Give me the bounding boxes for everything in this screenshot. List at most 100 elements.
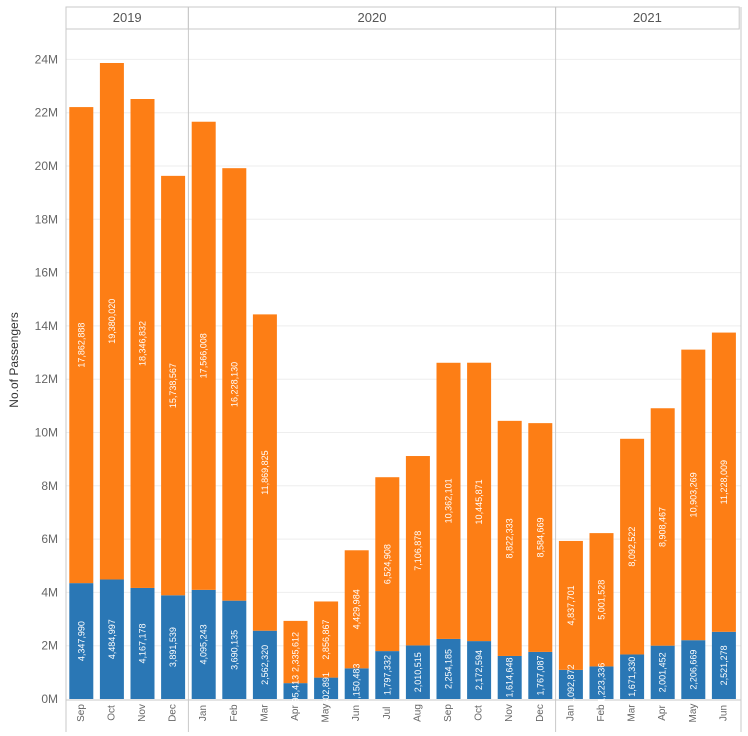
bar-label-orange: 6,524,908 xyxy=(382,544,392,584)
bar-orange xyxy=(620,438,645,655)
year-label: 2020 xyxy=(358,10,387,25)
bar-label-orange: 15,738,567 xyxy=(168,363,178,408)
y-tick-label: 16M xyxy=(35,266,58,280)
bar-orange xyxy=(558,540,583,670)
bar-blue xyxy=(558,669,583,699)
bar-blue xyxy=(681,640,706,699)
bar-orange xyxy=(191,121,216,590)
bar-orange xyxy=(711,332,736,632)
x-tick-label: May xyxy=(321,704,332,723)
bar-label-blue: 3,690,135 xyxy=(229,630,239,670)
x-tick-label: Mar xyxy=(627,704,638,722)
bar-blue xyxy=(314,677,339,699)
bar-blue xyxy=(69,583,94,699)
bar-blue xyxy=(222,600,247,699)
bar-label-blue: 4,484,997 xyxy=(107,619,117,659)
x-tick-label: Sep xyxy=(443,704,454,722)
bar-label-orange: 4,429,984 xyxy=(352,589,362,629)
bar-label-blue: 2,521,278 xyxy=(719,645,729,685)
bar-blue xyxy=(252,630,277,699)
bar-blue xyxy=(620,654,645,699)
bar-blue xyxy=(528,651,553,699)
bar-orange xyxy=(69,107,94,584)
y-axis: 0M 2M 4M 6M 8M 10M 12M 14M 16M 18M 20M 22M 24M xyxy=(35,52,58,706)
bar-label-orange: 8,822,333 xyxy=(505,518,515,558)
bar-label-blue: 2,562,320 xyxy=(260,645,270,685)
bar-orange xyxy=(650,408,675,646)
bar-blue xyxy=(467,641,492,699)
year-label: 2019 xyxy=(113,10,142,25)
bars: 4,347,990 17,862,888 4,484,997 19,380,020 4,… xyxy=(69,62,736,708)
bar-blue xyxy=(344,668,369,699)
bar-label-blue: 595,413 xyxy=(291,675,301,708)
bar-label-orange: 18,346,832 xyxy=(138,321,148,366)
year-panels: 2019 2020 2021 xyxy=(65,6,742,732)
bar-orange xyxy=(528,423,553,652)
x-tick-label: Dec xyxy=(168,704,179,722)
bar-blue xyxy=(99,579,124,699)
bar-label-orange: 16,228,130 xyxy=(229,362,239,407)
bar-orange xyxy=(99,62,124,580)
bar-orange xyxy=(436,362,461,639)
bar-blue xyxy=(405,645,430,699)
bar-orange xyxy=(589,533,614,667)
x-tick-label: Apr xyxy=(290,705,301,721)
bar-label-blue: 1,150,483 xyxy=(352,664,362,704)
x-tick-label: Mar xyxy=(259,704,270,722)
x-tick-label: Feb xyxy=(229,704,240,722)
bar-blue xyxy=(436,638,461,699)
bar-label-orange: 17,862,888 xyxy=(76,323,86,368)
bar-label-orange: 11,228,009 xyxy=(719,460,729,504)
bar-orange xyxy=(314,601,339,678)
bar-label-blue: 1,797,332 xyxy=(382,655,392,695)
bar-label-orange: 10,445,871 xyxy=(474,479,484,524)
y-tick-label: 18M xyxy=(35,212,58,226)
x-tick-label: May xyxy=(688,704,699,723)
bar-label-blue: 2,001,452 xyxy=(658,652,668,692)
bar-label-blue: 4,167,178 xyxy=(138,623,148,663)
bar-label-orange: 8,584,669 xyxy=(535,517,545,557)
bar-label-orange: 8,092,522 xyxy=(627,527,637,567)
bar-blue xyxy=(283,683,308,699)
x-tick-label: Aug xyxy=(412,704,423,722)
bar-label-blue: 2,172,594 xyxy=(474,650,484,690)
y-tick-label: 14M xyxy=(35,319,58,333)
x-tick-label: Nov xyxy=(137,704,148,722)
y-tick-label: 24M xyxy=(35,52,58,66)
bar-label-orange: 11,869,825 xyxy=(260,450,270,494)
bar-orange xyxy=(344,550,369,669)
x-axis: Sep Oct Nov Dec Jan Feb Mar Apr May Jun Jul Aug Sep O… xyxy=(76,704,730,723)
bar-label-orange: 8,908,467 xyxy=(658,507,668,547)
bar-label-blue: 4,347,990 xyxy=(76,621,86,661)
bar-orange xyxy=(375,477,400,652)
bar-label-orange: 19,380,020 xyxy=(107,299,117,344)
bar-blue xyxy=(191,589,216,699)
bar-label-blue: 1,092,872 xyxy=(566,664,576,704)
x-tick-label: Sep xyxy=(76,704,87,722)
bar-label-orange: 7,106,878 xyxy=(413,531,423,571)
y-tick-label: 8M xyxy=(41,479,58,493)
x-tick-label: Feb xyxy=(596,704,607,722)
bar-orange xyxy=(222,168,247,601)
y-tick-label: 2M xyxy=(41,639,58,653)
x-tick-label: Oct xyxy=(474,705,485,721)
bar-label-orange: 5,001,528 xyxy=(597,580,607,620)
bar-label-blue: 1,767,087 xyxy=(535,655,545,695)
bar-blue xyxy=(375,651,400,699)
bar-orange xyxy=(405,456,430,646)
year-label: 2021 xyxy=(633,10,662,25)
y-tick-label: 10M xyxy=(35,426,58,440)
bar-label-blue: 2,010,515 xyxy=(413,652,423,692)
bar-orange xyxy=(681,349,706,641)
bar-orange xyxy=(497,420,522,656)
y-tick-label: 0M xyxy=(41,692,58,706)
y-axis-label: No.of Passengers xyxy=(7,312,21,407)
x-tick-label: Jun xyxy=(718,705,729,721)
bar-blue xyxy=(130,587,155,699)
bar-blue xyxy=(161,595,186,699)
y-tick-label: 4M xyxy=(41,585,58,599)
bar-blue xyxy=(650,645,675,699)
bar-label-blue: 3,891,539 xyxy=(168,627,178,667)
y-tick-label: 6M xyxy=(41,532,58,546)
